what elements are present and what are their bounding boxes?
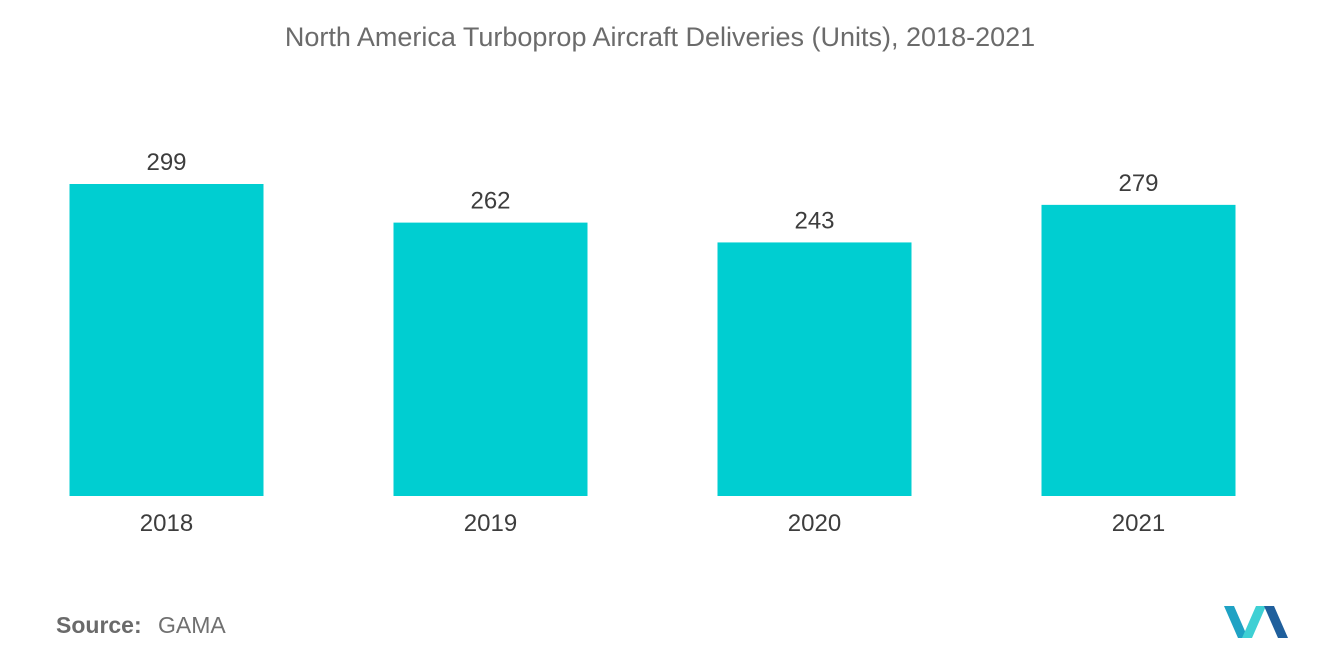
value-label-2018: 299: [146, 149, 186, 176]
bar-2019: [393, 222, 588, 496]
value-label-2020: 243: [794, 207, 834, 234]
bar-2021: [1041, 204, 1236, 496]
source-label: Source:: [56, 612, 142, 638]
logo-shape-left: [1224, 606, 1248, 638]
bar-2018: [69, 184, 264, 496]
category-label-2018: 2018: [140, 510, 193, 537]
category-label-2020: 2020: [788, 510, 841, 537]
value-label-2019: 262: [470, 188, 510, 215]
logo-shape-right: [1264, 606, 1288, 638]
chart-title: North America Turboprop Aircraft Deliver…: [284, 22, 1036, 52]
category-label-2019: 2019: [464, 510, 517, 537]
value-label-2021: 279: [1118, 170, 1158, 197]
bar-2020: [717, 242, 912, 496]
bar-chart: 299 2018 262 2019 243 2020 279 2021: [69, 149, 1236, 537]
mordor-intelligence-logo-icon: [1224, 606, 1288, 638]
category-label-2021: 2021: [1112, 510, 1165, 537]
source-note: Source: GAMA: [56, 612, 226, 639]
logo-shape-middle: [1242, 606, 1266, 638]
source-value: GAMA: [158, 612, 226, 638]
